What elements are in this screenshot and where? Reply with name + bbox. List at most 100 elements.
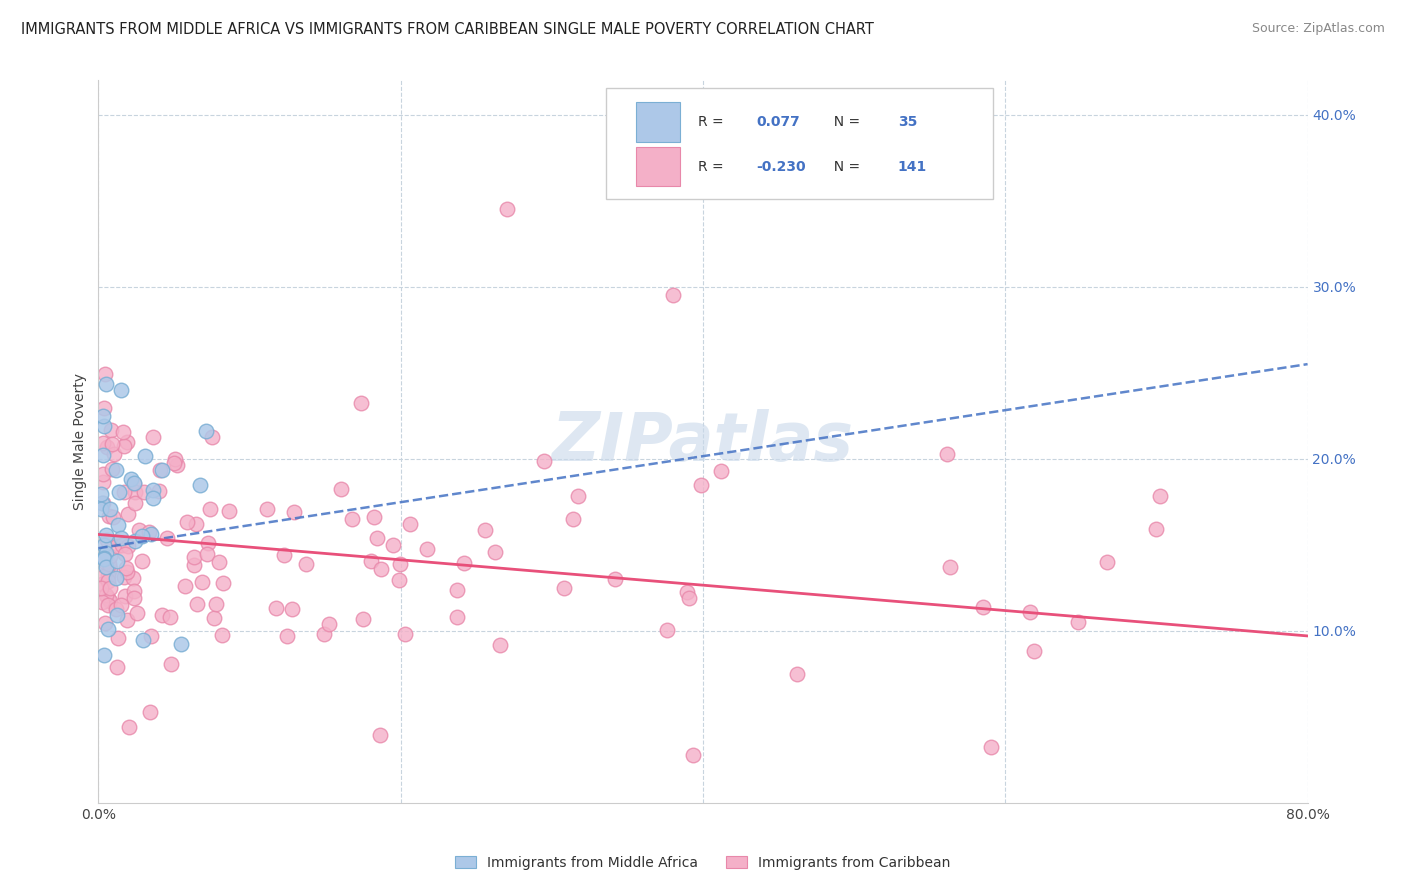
Point	[131, 554, 153, 568]
Point	[1019, 605, 1042, 619]
Point	[366, 531, 388, 545]
Point	[96, 441, 118, 455]
Point	[122, 583, 145, 598]
Point	[173, 578, 195, 592]
Point	[204, 597, 226, 611]
Point	[91, 436, 114, 450]
Point	[678, 591, 700, 605]
Point	[150, 607, 173, 622]
Point	[105, 660, 128, 674]
Point	[97, 599, 120, 613]
Point	[93, 648, 115, 662]
Point	[94, 367, 117, 381]
Point	[197, 535, 219, 549]
Point	[1149, 490, 1171, 504]
Point	[132, 633, 155, 648]
Point	[314, 627, 336, 641]
Text: N =: N =	[825, 160, 865, 174]
Point	[115, 435, 138, 450]
Point	[676, 584, 699, 599]
Point	[128, 523, 150, 537]
Point	[388, 558, 411, 572]
Point	[488, 638, 510, 652]
Point	[93, 448, 115, 462]
Point	[93, 568, 115, 582]
Point	[163, 451, 186, 466]
Point	[91, 496, 114, 510]
Point	[605, 572, 627, 586]
Point	[188, 478, 211, 492]
Text: -0.230: -0.230	[756, 160, 806, 174]
Point	[124, 495, 146, 509]
Point	[370, 562, 392, 576]
Point	[276, 629, 298, 643]
Point	[104, 602, 127, 616]
Point	[935, 447, 957, 461]
Point	[117, 507, 139, 521]
FancyBboxPatch shape	[606, 87, 993, 200]
Point	[142, 483, 165, 497]
Bar	[637, 102, 681, 142]
Point	[97, 591, 120, 605]
Point	[218, 504, 240, 518]
Point	[474, 524, 496, 538]
Point	[118, 720, 141, 734]
Point	[107, 518, 129, 533]
Text: N =: N =	[825, 115, 865, 128]
Point	[533, 454, 555, 468]
Point	[112, 425, 135, 440]
Point	[710, 464, 733, 478]
Point	[155, 531, 177, 545]
Point	[98, 594, 121, 608]
Point	[138, 525, 160, 540]
Point	[112, 570, 135, 584]
Point	[176, 515, 198, 529]
Point	[139, 629, 162, 643]
Point	[117, 539, 139, 553]
Point	[283, 504, 305, 518]
Point	[121, 571, 143, 585]
Point	[93, 552, 115, 566]
Point	[183, 549, 205, 564]
Point	[149, 463, 172, 477]
Point	[114, 547, 136, 561]
Y-axis label: Single Male Poverty: Single Male Poverty	[73, 373, 87, 510]
Point	[972, 600, 994, 615]
Text: Source: ZipAtlas.com: Source: ZipAtlas.com	[1251, 22, 1385, 36]
Point	[110, 531, 132, 545]
Point	[134, 449, 156, 463]
Point	[1022, 644, 1045, 658]
Point	[90, 487, 112, 501]
Point	[120, 472, 142, 486]
Point	[131, 529, 153, 543]
Point	[94, 589, 117, 603]
Point	[93, 401, 115, 415]
Point	[183, 558, 205, 572]
Point	[98, 549, 121, 563]
Legend: Immigrants from Middle Africa, Immigrants from Caribbean: Immigrants from Middle Africa, Immigrant…	[450, 850, 956, 875]
Point	[295, 558, 318, 572]
Point	[98, 562, 121, 576]
Point	[195, 547, 218, 561]
Point	[398, 516, 420, 531]
Point	[1067, 615, 1090, 630]
Point	[100, 462, 122, 476]
Point	[97, 508, 120, 523]
Point	[939, 560, 962, 574]
Point	[201, 430, 224, 444]
Point	[330, 483, 353, 497]
Point	[93, 551, 115, 566]
Point	[112, 439, 135, 453]
Point	[163, 456, 186, 470]
Text: 141: 141	[897, 160, 927, 174]
Point	[273, 549, 295, 563]
Point	[159, 657, 181, 672]
Point	[689, 477, 711, 491]
Point	[111, 538, 134, 552]
Point	[94, 546, 117, 560]
Point	[416, 542, 439, 557]
Point	[110, 598, 132, 612]
Point	[148, 484, 170, 499]
Point	[186, 598, 208, 612]
Point	[93, 467, 115, 482]
